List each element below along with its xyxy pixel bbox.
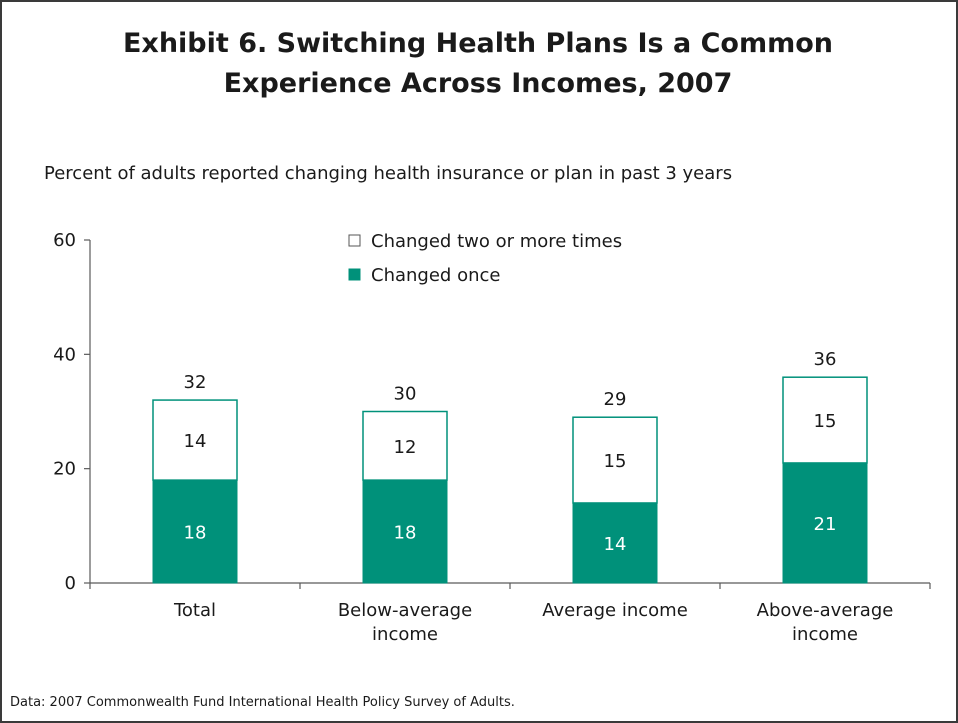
x-category-label: income [792,624,858,645]
bar-changed-two-plus [782,376,868,464]
data-label-total: 29 [604,389,627,410]
bar-changed-once [782,462,868,584]
y-tick-label: 0 [65,573,76,594]
y-tick-label: 20 [53,459,76,480]
data-label-changed-two-plus: 14 [184,431,207,452]
data-source-note: Data: 2007 Commonwealth Fund Internation… [10,695,515,710]
data-label-changed-once: 14 [604,534,627,555]
legend-label: Changed once [371,265,500,286]
legend-swatch [348,234,361,247]
data-label-total: 30 [394,384,417,405]
bar-changed-once [152,479,238,584]
data-label-changed-two-plus: 12 [394,437,417,458]
data-label-changed-two-plus: 15 [814,411,837,432]
data-label-total: 36 [814,349,837,370]
x-category-label: Below-average [338,600,472,621]
data-label-changed-once: 18 [184,523,207,544]
data-label-changed-two-plus: 15 [604,451,627,472]
legend-swatch [348,268,361,281]
data-label-changed-once: 18 [394,523,417,544]
x-category-label: Average income [542,600,688,621]
bar-changed-two-plus [152,399,238,481]
chart-subtitle: Percent of adults reported changing heal… [44,163,733,184]
x-category-label: income [372,624,438,645]
data-label-changed-once: 21 [814,514,837,535]
data-label-total: 32 [184,372,207,393]
bar-changed-two-plus [572,416,658,504]
y-tick-label: 60 [53,230,76,251]
x-category-label: Total [173,600,216,621]
bar-changed-two-plus [362,410,448,481]
chart-title: Exhibit 6. Switching Health Plans Is a C… [122,28,834,99]
bar-changed-once [572,502,658,584]
y-tick-label: 40 [53,344,76,365]
x-category-label: Above-average [757,600,894,621]
bar-changed-once [362,479,448,584]
legend-label: Changed two or more times [371,231,622,252]
